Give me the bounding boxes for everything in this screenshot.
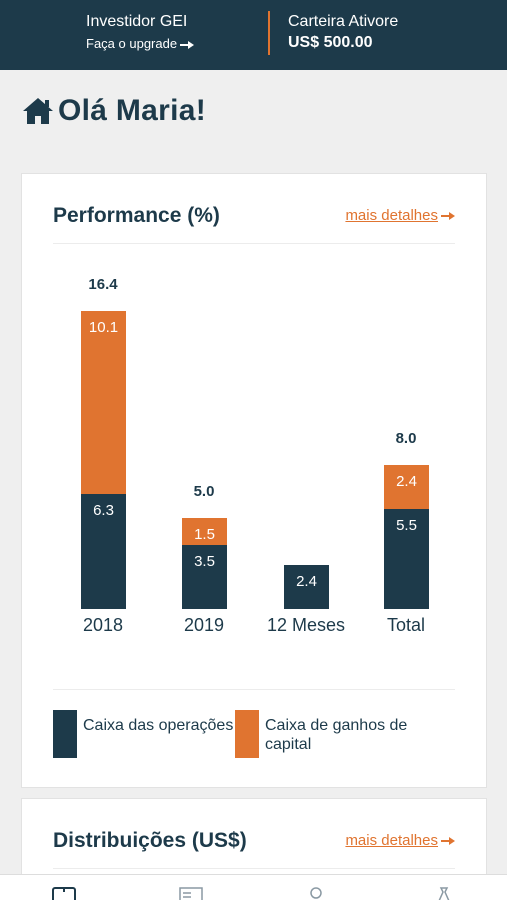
- bar-label-capital: 1.5: [194, 526, 215, 543]
- distributions-header: Distribuições (US$) mais detalhes: [53, 829, 455, 869]
- header-divider: [268, 11, 270, 55]
- performance-more-link[interactable]: mais detalhes: [345, 207, 455, 224]
- bar-segment-operations: [384, 508, 429, 609]
- bar-segment-capital: [81, 310, 126, 495]
- performance-title: Performance (%): [53, 204, 220, 227]
- statement-icon[interactable]: [179, 885, 203, 900]
- bar-label-capital: 10.1: [88, 318, 119, 336]
- distributions-more-link[interactable]: mais detalhes: [345, 832, 455, 849]
- legend-item-capital: Caixa de ganhos de capital: [235, 710, 425, 758]
- greeting: Olá Maria!: [22, 94, 206, 128]
- bar-total-label: 16.4: [88, 275, 118, 293]
- bar-label-capital: 2.4: [396, 473, 417, 491]
- bar-segment-operations: [284, 565, 329, 609]
- legend-swatch-capital: [235, 710, 259, 758]
- chart-legend: Caixa das operações Caixa de ganhos de c…: [53, 689, 455, 779]
- legend-label-capital: Caixa de ganhos de capital: [265, 717, 408, 753]
- x-axis-label: Total: [386, 615, 426, 635]
- plan-info[interactable]: Investidor GEI Faça o upgrade: [86, 12, 195, 54]
- top-bar: Investidor GEI Faça o upgrade Carteira A…: [0, 0, 507, 70]
- legend-label-operations: Caixa das operações: [83, 717, 234, 734]
- wallet-value: US$ 500.00: [288, 34, 373, 51]
- bar-total-label: 5.0: [193, 483, 215, 500]
- bar-2018: 10.1 6.3: [81, 310, 126, 609]
- bar-segment-capital: [384, 465, 429, 509]
- bar-12-meses: 2.4: [284, 565, 329, 609]
- x-axis-label: 2018: [82, 615, 124, 635]
- wallet-label: Carteira Ativore: [288, 13, 399, 30]
- bar-segment-operations: [182, 545, 227, 609]
- upgrade-link[interactable]: Faça o upgrade: [86, 34, 195, 54]
- legend-swatch-operations: [53, 710, 77, 758]
- wallet-info[interactable]: Carteira Ativore US$ 500.00: [288, 12, 398, 54]
- profile-icon[interactable]: [304, 885, 328, 900]
- performance-card: Performance (%) mais detalhes 10.1 6.3 16.…: [21, 173, 487, 788]
- bar-segment-capital: [182, 518, 227, 546]
- distributions-title: Distribuições (US$): [53, 829, 247, 852]
- x-axis-label: 2019: [183, 615, 225, 635]
- greeting-title: Olá Maria!: [58, 94, 207, 127]
- bar-segment-operations: [81, 494, 126, 609]
- arrow-right-icon: [441, 211, 455, 221]
- performance-header: Performance (%) mais detalhes: [53, 204, 455, 244]
- bar-total: 2.4 5.5: [384, 465, 429, 609]
- bar-label-operations: 6.3: [93, 502, 114, 520]
- arrow-right-icon: [180, 40, 195, 50]
- arrow-right-icon: [441, 836, 455, 846]
- bottom-nav: [0, 874, 507, 900]
- x-axis-label: 12 Meses: [266, 615, 346, 635]
- transfer-icon[interactable]: [432, 885, 456, 900]
- bar-label-operations: 2.4: [296, 573, 317, 591]
- upgrade-label: Faça o upgrade: [86, 36, 178, 51]
- plan-label: Investidor GEI: [86, 13, 188, 30]
- bar-label-operations: 5.5: [396, 516, 417, 534]
- bar-label-operations: 3.5: [194, 553, 215, 571]
- performance-chart: 10.1 6.3 16.4 2018 1.5 3.5 5.0 2019 2.4 12 Meses 2…: [22, 254, 488, 654]
- wallet-icon[interactable]: [52, 885, 76, 900]
- home-icon: [22, 96, 54, 126]
- bar-total-label: 8.0: [395, 430, 417, 448]
- bar-2019: 1.5 3.5: [182, 518, 227, 609]
- more-details-label: mais detalhes: [345, 832, 438, 849]
- more-details-label: mais detalhes: [345, 207, 438, 224]
- legend-item-operations: Caixa das operações: [53, 710, 243, 758]
